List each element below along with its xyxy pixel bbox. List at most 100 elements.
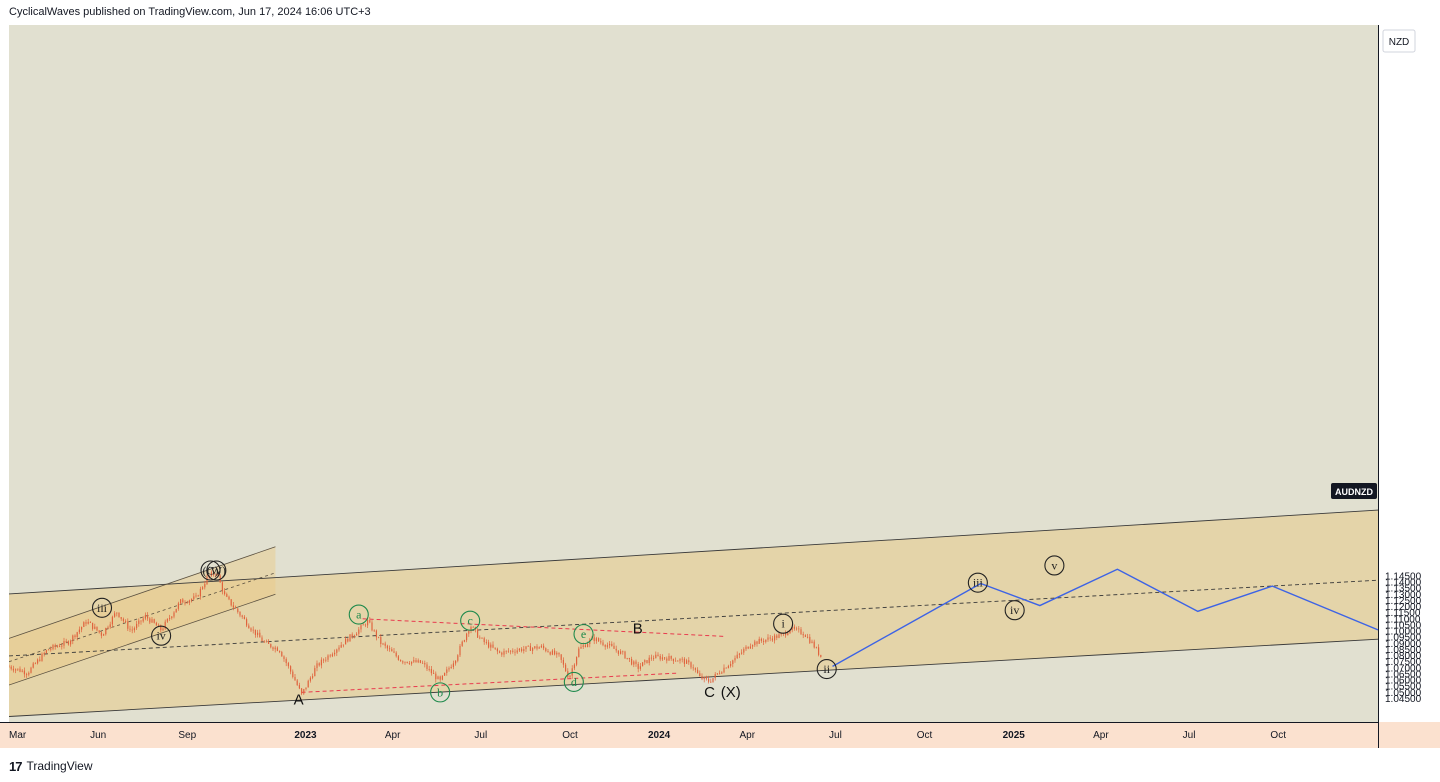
candle-body bbox=[796, 628, 798, 630]
candle-body bbox=[111, 616, 113, 625]
wave-label-text: iv bbox=[156, 629, 165, 643]
candle-body bbox=[705, 677, 707, 679]
candle-body bbox=[492, 644, 494, 648]
candle-body bbox=[776, 635, 778, 638]
candle-body bbox=[532, 648, 534, 651]
candle-body bbox=[760, 638, 762, 641]
candle-body bbox=[615, 648, 617, 651]
price-tick-label: 1.08000 bbox=[1385, 651, 1422, 662]
candle bbox=[193, 593, 195, 601]
candle-body bbox=[659, 655, 661, 660]
candle-body bbox=[413, 660, 415, 662]
candle bbox=[153, 618, 155, 624]
candle bbox=[529, 643, 531, 651]
candle-body bbox=[793, 626, 795, 629]
candle-body bbox=[582, 645, 584, 647]
candle-body bbox=[534, 646, 536, 649]
candle-body bbox=[98, 630, 100, 633]
candle-body bbox=[338, 647, 340, 650]
candle-body bbox=[661, 657, 663, 660]
candle-body bbox=[202, 587, 204, 589]
candle-body bbox=[345, 638, 347, 645]
candle-body bbox=[758, 638, 760, 644]
price-tick-label: 1.05000 bbox=[1385, 688, 1422, 699]
price-tick-label: 1.11000 bbox=[1385, 614, 1421, 625]
candle bbox=[540, 644, 542, 649]
candle-body bbox=[120, 617, 122, 619]
candle-body bbox=[448, 668, 450, 670]
candle bbox=[776, 633, 778, 641]
candle bbox=[76, 631, 78, 641]
candle bbox=[785, 630, 787, 638]
candle bbox=[551, 649, 553, 656]
candle-body bbox=[635, 661, 637, 664]
candle bbox=[34, 662, 36, 665]
candle-body bbox=[184, 602, 186, 604]
projection-path bbox=[832, 568, 1378, 667]
candle bbox=[15, 668, 17, 674]
candle bbox=[149, 617, 151, 625]
candle-body bbox=[642, 662, 644, 667]
candle bbox=[114, 611, 116, 618]
candle-body bbox=[428, 669, 430, 670]
candle bbox=[628, 657, 630, 663]
candle bbox=[389, 645, 391, 652]
candle bbox=[488, 639, 490, 649]
candle-body bbox=[230, 599, 232, 606]
candle bbox=[378, 636, 380, 639]
candle bbox=[448, 666, 450, 672]
price-tick-label: 1.12500 bbox=[1385, 596, 1422, 607]
candle-body bbox=[545, 648, 547, 652]
candle bbox=[758, 636, 760, 644]
candle bbox=[747, 646, 749, 650]
candle-body bbox=[395, 652, 397, 657]
candle bbox=[675, 657, 677, 662]
candle-body bbox=[617, 650, 619, 654]
candle-body bbox=[468, 630, 470, 634]
candle-body bbox=[818, 647, 820, 655]
candle bbox=[127, 618, 129, 632]
candle bbox=[760, 637, 762, 643]
candle-body bbox=[470, 626, 472, 631]
price-axis-panel[interactable] bbox=[1379, 25, 1440, 722]
wave-label: d bbox=[563, 671, 584, 692]
candle bbox=[743, 647, 745, 655]
candle-body bbox=[813, 641, 815, 648]
wave-label: e bbox=[573, 624, 594, 645]
candle-body bbox=[455, 660, 457, 664]
candle-body bbox=[457, 655, 459, 661]
candle bbox=[754, 639, 756, 647]
candle-body bbox=[217, 574, 219, 576]
candle bbox=[556, 651, 558, 658]
price-tick-label: 1.07500 bbox=[1385, 657, 1422, 668]
candle-body bbox=[307, 680, 309, 688]
candle bbox=[215, 573, 217, 578]
candle bbox=[230, 599, 232, 607]
footer-branding[interactable]: 17 TradingView bbox=[9, 757, 93, 775]
candle bbox=[661, 654, 663, 661]
candle bbox=[12, 665, 14, 673]
candle bbox=[334, 649, 336, 657]
candle-body bbox=[235, 607, 237, 609]
candle bbox=[710, 678, 712, 683]
candle-body bbox=[549, 652, 551, 655]
candle bbox=[397, 655, 399, 661]
candle bbox=[327, 654, 329, 662]
wave-label-text: i bbox=[781, 617, 785, 631]
time-axis-panel[interactable] bbox=[0, 722, 1440, 748]
candle-body bbox=[265, 641, 267, 643]
candle bbox=[323, 658, 325, 664]
candle bbox=[239, 611, 241, 618]
candle bbox=[144, 612, 146, 621]
candle-body bbox=[611, 643, 613, 646]
currency-badge[interactable] bbox=[1382, 29, 1416, 53]
candle-body bbox=[516, 650, 518, 653]
candle-body bbox=[628, 657, 630, 659]
candle bbox=[477, 628, 479, 638]
candle bbox=[639, 663, 641, 671]
candle-body bbox=[89, 621, 91, 623]
price-tick-label: 1.11500 bbox=[1385, 608, 1421, 619]
candle bbox=[138, 618, 140, 627]
outer-channel-median-line bbox=[9, 579, 1378, 657]
